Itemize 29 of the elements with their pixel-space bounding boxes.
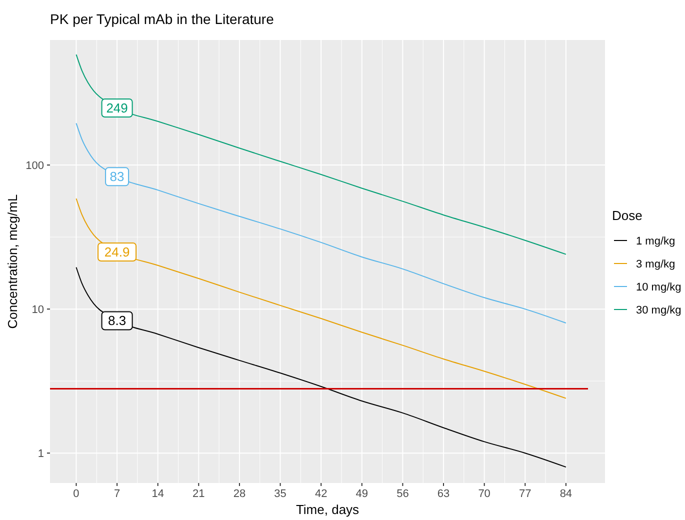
y-tick-label: 10 (32, 304, 44, 316)
data-label: 83 (110, 169, 124, 184)
chart-title: PK per Typical mAb in the Literature (50, 11, 274, 27)
line-series (76, 122, 566, 324)
x-tick-label: 56 (396, 488, 409, 500)
line-series (76, 54, 566, 255)
x-tick-label: 77 (519, 488, 532, 500)
y-tick-label: 100 (26, 160, 44, 172)
legend-label: 30 mg/kg (636, 304, 682, 316)
x-tick-label: 14 (152, 488, 164, 500)
x-tick-label: 63 (437, 488, 450, 500)
x-tick-label: 21 (192, 488, 205, 500)
legend-label: 1 mg/kg (636, 236, 676, 248)
x-tick-label: 35 (274, 488, 286, 500)
x-tick-label: 70 (478, 488, 490, 500)
x-tick-label: 7 (114, 488, 120, 500)
y-axis-title: Concentration, mcg/mL (5, 194, 20, 329)
legend-label: 10 mg/kg (636, 282, 682, 294)
line-series (76, 198, 566, 399)
x-tick-label: 49 (356, 488, 368, 500)
legend-title: Dose (612, 208, 642, 223)
x-tick-label: 84 (560, 488, 572, 500)
y-tick-label: 1 (38, 448, 44, 460)
x-tick-label: 42 (314, 488, 328, 500)
line-series (76, 266, 566, 468)
legend-label: 3 mg/kg (636, 258, 676, 270)
x-tick-label: 28 (233, 488, 246, 500)
x-tick-label: 0 (73, 488, 80, 500)
x-axis-title: Time, days (296, 502, 360, 517)
